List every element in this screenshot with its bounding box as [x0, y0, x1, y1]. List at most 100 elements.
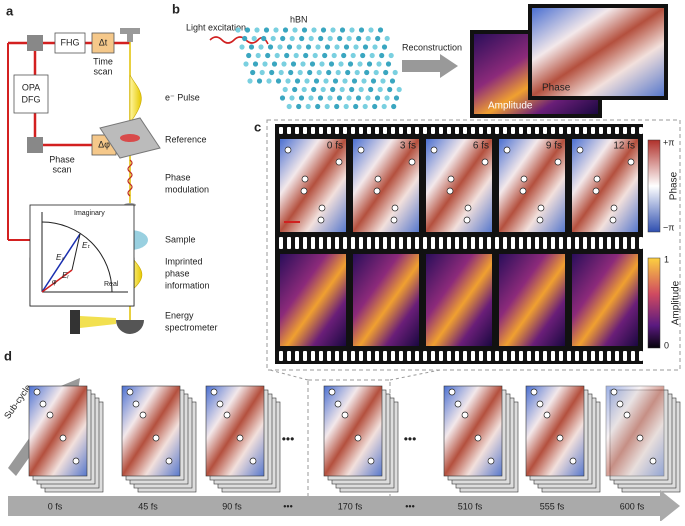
atom: [384, 35, 390, 42]
atom-marker: [357, 146, 365, 154]
sprocket: [351, 127, 355, 134]
sprocket: [279, 237, 283, 249]
timeline-label: 555 fs: [540, 501, 565, 511]
film-strip: 0 fs 3 fs 6 fs 9 fs 12 fs: [275, 124, 643, 364]
atom: [376, 61, 382, 67]
atom: [368, 27, 374, 33]
atom: [331, 52, 337, 59]
imprinted-label: Imprinted: [165, 256, 203, 266]
atom: [267, 44, 274, 50]
gap-mark: •••: [404, 432, 417, 446]
sprocket: [503, 237, 507, 249]
atom: [360, 52, 366, 59]
phase-frame: [499, 139, 565, 232]
phase-map: [532, 8, 664, 96]
sprocket: [431, 237, 435, 249]
atom: [311, 27, 317, 33]
atom: [358, 27, 365, 33]
panel-d: d Sub-cycle 0 fs3 fs6 fs••• •••••• 0 fs4…: [2, 348, 681, 522]
fhg-box: [54, 32, 86, 54]
sprocket: [415, 127, 419, 134]
amplitude-title: Amplitude: [488, 101, 533, 112]
sub-cycle-time: 3 fs: [15, 417, 30, 433]
sprocket: [479, 351, 483, 361]
atom-marker: [616, 400, 624, 408]
atom-marker: [354, 434, 362, 442]
atom-marker: [300, 187, 308, 195]
light-excitation: Light excitation: [186, 22, 246, 32]
atom-marker: [446, 187, 454, 195]
atom: [286, 44, 293, 50]
timeline-label: 600 fs: [620, 501, 645, 511]
sprocket: [559, 351, 563, 361]
phase-bar-title: Phase: [669, 171, 680, 200]
atom: [365, 95, 371, 101]
sprocket: [359, 351, 363, 361]
amplitude-frame: [280, 254, 346, 346]
atom-marker: [519, 187, 527, 195]
sprocket: [319, 127, 323, 134]
sprocket: [311, 237, 315, 249]
reference-label: Reference: [165, 134, 207, 144]
atom: [280, 35, 286, 42]
sprocket: [343, 351, 347, 361]
sprocket: [407, 237, 411, 249]
atom: [343, 44, 350, 50]
panel-label: c: [254, 119, 261, 134]
atom: [273, 27, 279, 33]
atom: [385, 61, 392, 67]
phase-delay-label: Δφ: [98, 139, 110, 149]
sprocket: [351, 237, 355, 249]
sprocket: [423, 127, 427, 134]
atom-marker: [610, 204, 618, 212]
amplitude-colorbar: [647, 257, 661, 349]
sprocket: [599, 237, 603, 249]
sprocket: [303, 127, 307, 134]
sprocket: [383, 127, 387, 134]
atom-marker: [373, 187, 381, 195]
sprocket: [591, 127, 595, 134]
atom: [282, 27, 289, 33]
atom-marker: [139, 411, 147, 419]
sprocket: [511, 351, 515, 361]
fhg-label: FHG: [61, 37, 80, 47]
sprocket: [287, 127, 291, 134]
sprocket: [615, 351, 619, 361]
sprocket: [375, 127, 379, 134]
sprocket: [479, 237, 483, 249]
sprocket: [327, 351, 331, 361]
atom-marker: [374, 175, 382, 183]
atom: [335, 69, 341, 76]
atom: [281, 61, 287, 67]
atom-marker: [341, 411, 349, 419]
atom-marker: [576, 146, 584, 154]
atom-marker: [543, 411, 551, 419]
sprocket: [551, 351, 555, 361]
sprocket: [279, 351, 283, 361]
atom: [319, 61, 325, 67]
atom-marker: [223, 411, 231, 419]
frame-time: 0 fs: [327, 141, 343, 152]
panel-label: a: [6, 3, 14, 18]
atom-marker: [487, 457, 495, 465]
sprocket: [591, 351, 595, 361]
amplitude-bar-top: 1: [664, 254, 669, 264]
connector: [389, 369, 441, 381]
sprocket: [599, 351, 603, 361]
sprocket: [599, 127, 603, 134]
sprocket: [575, 237, 579, 249]
atom: [327, 95, 333, 101]
atom: [242, 35, 248, 42]
atom-marker: [317, 216, 325, 224]
atom: [387, 86, 393, 93]
sprocket: [359, 127, 363, 134]
light-wave: [209, 36, 269, 45]
atom: [377, 27, 384, 33]
inset-phi: φ: [52, 279, 57, 286]
atom: [338, 61, 344, 67]
atom: [279, 95, 286, 101]
sprocket: [559, 237, 563, 249]
phase-frame: [426, 139, 492, 232]
atom: [392, 69, 398, 76]
sprocket: [583, 237, 587, 249]
